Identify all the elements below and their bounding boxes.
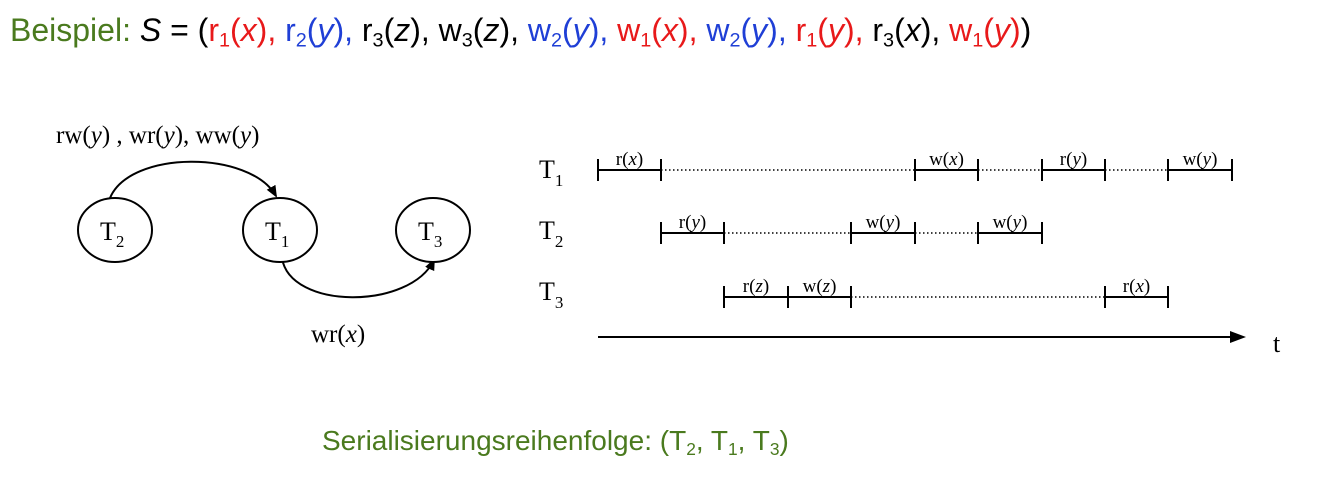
serialization-order: Serialisierungsreihenfolge: (T2, T1, T3) [322,418,789,464]
schedule-separator: , [267,12,286,48]
node-t2 [77,197,153,263]
serialization-t1: T1 [710,425,738,459]
schedule-close: ) [1020,12,1032,48]
node-t1 [242,197,318,263]
time-axis-arrowhead [1230,331,1246,343]
schedule-name: S [139,12,162,48]
schedule-op: w2(y) [706,12,778,52]
schedule-op: r2(y) [285,12,345,52]
serialization-order-text: Serialisierungsreihenfolge: ( [322,425,670,456]
timeline-op-segment: r(x) [597,149,662,181]
timeline-op-segment: w(y) [977,212,1043,244]
timeline-op-segment: w(y) [850,212,916,244]
schedule-separator: , [931,12,950,48]
timeline-row-label-t3: T3 [539,277,563,312]
schedule-op: r1(y) [795,12,855,52]
timeline-op-segment: r(y) [1041,149,1106,181]
schedule-separator: , [344,12,362,48]
timeline-op-label: w(y) [866,212,901,233]
node-t2-label: T2 [100,217,124,251]
timeline-op-segment: r(z) [723,276,789,308]
example-label: Beispiel: [10,12,131,48]
timeline-op-label: w(y) [993,212,1028,233]
timeline: T1 T2 T3 t r(x) w(x) r(y) w(y) r(y) w(y) w(y) r… [539,149,1281,358]
node-t3 [395,197,471,263]
timeline-op-segment: w(x) [914,149,979,181]
serialization-sep: , [695,425,711,456]
schedule-separator: , [854,12,873,48]
schedule-operations: r1(x), r2(y), r3(z), w3(z), w2(y), w1(x)… [208,12,1021,52]
schedule-separator: , [599,12,618,48]
timeline-op-label: w(z) [803,276,837,297]
timeline-op-label: r(z) [743,276,769,297]
serialization-t2: T2 [669,425,696,459]
timeline-row-label-t1: T1 [539,155,563,190]
timeline-op-segment: w(z) [787,276,852,308]
schedule-op: r3(x) [872,12,932,52]
timeline-op-label: r(x) [1123,276,1150,297]
edge-arrow-t2-t1 [109,160,277,199]
schedule-op: w1(y) [949,12,1021,52]
example-schedule-header: Beispiel: S = (r1(x), r2(y), r3(z), w3(z… [10,4,1031,56]
timeline-op-segment: r(y) [660,212,725,244]
schedule-op: r3(z) [361,12,421,52]
edge-label-t1-t3: wr(x) [311,321,365,348]
serialization-t3: T3 [752,425,780,459]
time-axis-label: t [1273,329,1281,358]
node-t1-label: T1 [265,217,289,251]
schedule-op: r1(x) [208,12,268,52]
schedule-separator: , [688,12,707,48]
timeline-op-label: w(y) [1183,149,1218,170]
schedule-open: = ( [161,12,209,48]
schedule-separator: , [510,12,528,48]
timeline-row-label-t2: T2 [539,216,563,251]
precedence-graph: rw(y) , wr(y), ww(y) T2 T1 T3 wr(x) [56,122,471,348]
node-t3-label: T3 [418,217,442,251]
serialization-sep: , [737,425,753,456]
timeline-op-segment: r(x) [1104,276,1169,308]
timeline-op-label: r(x) [616,149,643,170]
timeline-op-label: w(x) [929,149,964,170]
schedule-op: w3(z) [438,12,511,52]
schedule-separator: , [420,12,439,48]
schedule-separator: , [777,12,796,48]
schedule-op: w2(y) [527,12,600,52]
edge-arrow-t1-t3 [281,257,435,299]
timeline-op-label: r(y) [1060,149,1087,170]
edge-label-t2-t1: rw(y) , wr(y), ww(y) [56,122,259,149]
timeline-op-label: r(y) [679,212,706,233]
schedule-op: w1(x) [617,12,689,52]
serialization-close: ) [779,425,789,456]
timeline-op-segment: w(y) [1167,149,1233,181]
